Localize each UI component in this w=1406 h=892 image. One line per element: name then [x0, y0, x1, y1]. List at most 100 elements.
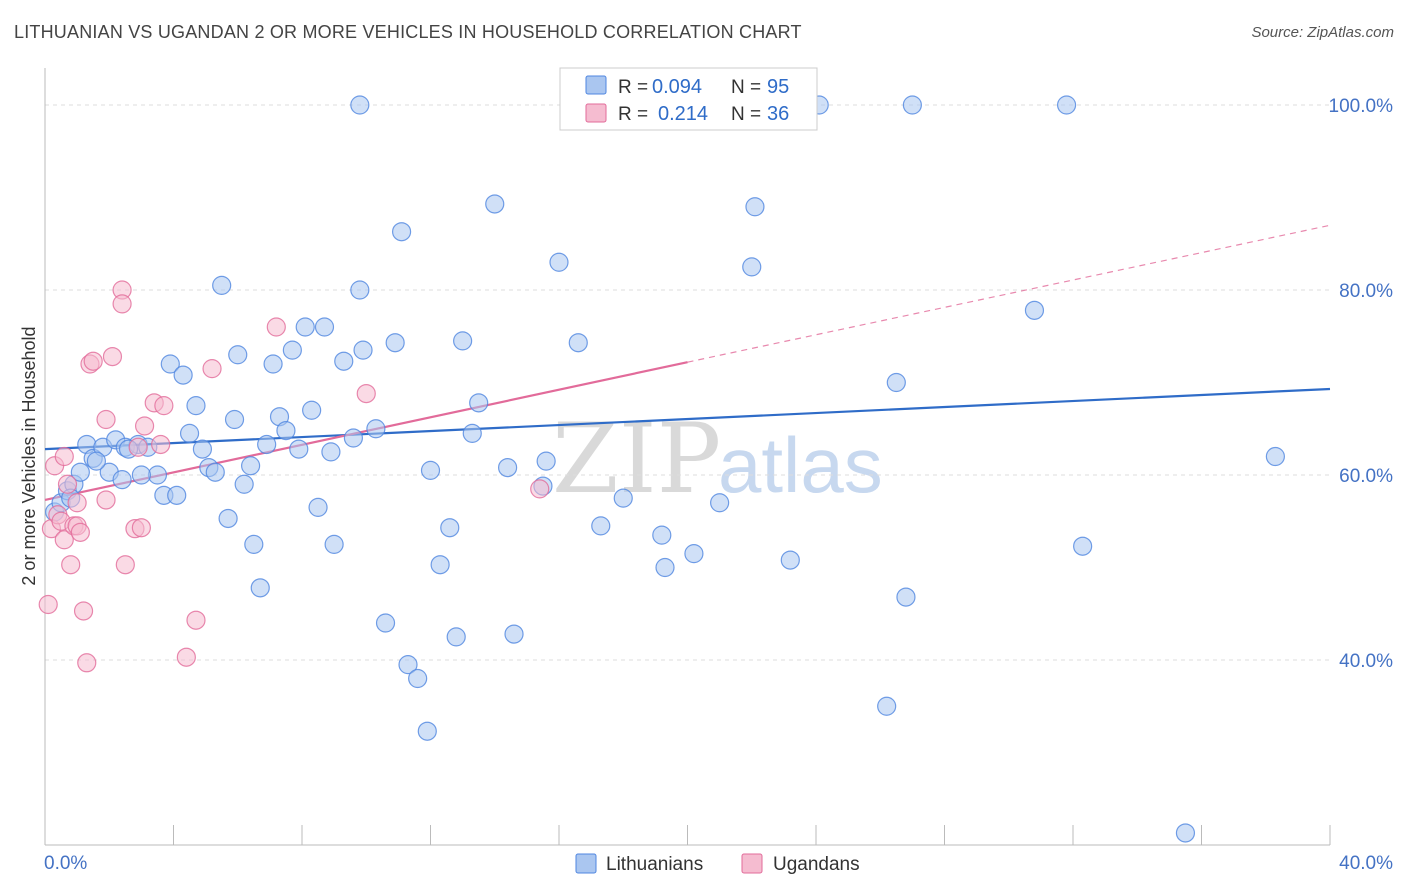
- point-lithuanians-67: [568, 333, 588, 353]
- point-lithuanians-65: [536, 451, 556, 471]
- legend-swatch-lithuanians: [585, 75, 607, 95]
- point-ugandans-8: [61, 555, 81, 575]
- point-lithuanians-50: [385, 333, 405, 353]
- point-ugandans-5: [54, 446, 74, 467]
- point-lithuanians-55: [430, 555, 450, 575]
- point-lithuanians-46: [353, 340, 373, 360]
- point-lithuanians-26: [224, 409, 245, 430]
- point-lithuanians-51: [391, 222, 412, 242]
- point-lithuanians-94: [420, 460, 441, 480]
- point-lithuanians-35: [282, 340, 302, 360]
- point-ugandans-19: [102, 347, 123, 367]
- point-lithuanians-16: [160, 354, 180, 374]
- point-ugandans-34: [530, 479, 550, 499]
- legend-r-label-lithuanians: R =: [618, 77, 648, 98]
- point-lithuanians-36: [289, 439, 309, 459]
- point-lithuanians-77: [745, 197, 765, 217]
- point-lithuanians-81: [896, 587, 916, 607]
- point-lithuanians-20: [186, 396, 206, 416]
- point-lithuanians-41: [321, 442, 341, 462]
- bottom-legend-label-ugandans: Ugandans: [773, 854, 860, 875]
- point-lithuanians-47: [366, 419, 386, 439]
- point-ugandans-21: [112, 294, 132, 314]
- point-ugandans-14: [77, 653, 97, 673]
- chart-source: Source: ZipAtlas.com: [1251, 24, 1394, 41]
- point-lithuanians-53: [408, 668, 428, 689]
- y-tick-label-40: 40.0%: [1339, 651, 1393, 672]
- point-lithuanians-74: [684, 544, 704, 564]
- point-lithuanians-4: [70, 462, 90, 482]
- point-ugandans-10: [67, 493, 87, 513]
- point-lithuanians-60: [469, 393, 489, 413]
- point-ugandans-24: [131, 518, 151, 538]
- point-ugandans-28: [154, 396, 174, 416]
- point-ugandans-13: [73, 601, 94, 621]
- point-ugandans-27: [151, 434, 171, 455]
- point-lithuanians-17: [167, 485, 187, 505]
- point-ugandans-30: [186, 610, 206, 630]
- y-tick-label-60: 60.0%: [1339, 466, 1393, 487]
- point-ugandans-22: [115, 555, 135, 575]
- point-ugandans-7: [57, 474, 78, 494]
- point-lithuanians-58: [453, 331, 473, 351]
- point-ugandans-25: [134, 416, 155, 436]
- x-tick-label-min: 0.0%: [44, 853, 87, 874]
- point-lithuanians-19: [179, 423, 200, 443]
- point-lithuanians-85: [1056, 95, 1077, 115]
- point-lithuanians-63: [504, 624, 524, 644]
- top-legend: R = 0.094 N = 95 R = 0.214 N = 36: [559, 67, 818, 131]
- point-lithuanians-73: [655, 557, 675, 578]
- point-ugandans-18: [96, 409, 116, 430]
- point-ugandans-35: [128, 437, 148, 457]
- point-ugandans-6: [54, 530, 74, 550]
- point-lithuanians-83: [902, 95, 922, 115]
- x-tick-marks: [44, 825, 1331, 845]
- point-lithuanians-70: [613, 488, 633, 508]
- legend-n-label-ugandans: N =: [731, 104, 761, 125]
- point-lithuanians-29: [244, 534, 264, 554]
- legend-n-label-lithuanians: N =: [731, 77, 761, 98]
- point-lithuanians-66: [549, 252, 569, 272]
- point-ugandans-0: [38, 594, 58, 615]
- point-lithuanians-21: [192, 439, 213, 459]
- point-lithuanians-24: [212, 275, 232, 295]
- y-tick-labels: 40.0% 60.0% 80.0% 100.0%: [1329, 96, 1394, 672]
- point-lithuanians-61: [485, 194, 505, 214]
- point-ugandans-17: [96, 490, 116, 510]
- point-lithuanians-57: [446, 627, 466, 647]
- point-lithuanians-14: [147, 465, 168, 485]
- point-lithuanians-27: [228, 345, 248, 365]
- point-lithuanians-76: [742, 257, 762, 277]
- point-lithuanians-32: [263, 354, 283, 374]
- point-lithuanians-87: [1175, 823, 1196, 843]
- trend-extension-ugandans: [687, 224, 1331, 363]
- point-lithuanians-28: [234, 474, 254, 494]
- x-tick-label-max: 40.0%: [1339, 853, 1393, 874]
- point-lithuanians-90: [86, 451, 107, 471]
- point-lithuanians-80: [886, 372, 906, 393]
- point-ugandans-29: [176, 647, 196, 667]
- point-lithuanians-84: [1024, 300, 1045, 320]
- point-lithuanians-78: [780, 550, 800, 570]
- point-lithuanians-25: [218, 508, 238, 529]
- legend-n-value-lithuanians: 95: [767, 76, 789, 98]
- grid-lines: [45, 104, 1330, 661]
- legend-swatch-ugandans: [585, 103, 607, 123]
- point-lithuanians-48: [350, 95, 370, 115]
- bottom-legend-swatch-lithuanians: [575, 853, 597, 874]
- point-ugandans-32: [266, 317, 286, 337]
- legend-r-value-lithuanians: 0.094: [652, 76, 702, 98]
- point-lithuanians-42: [324, 534, 344, 554]
- watermark-atlas: atlas: [718, 421, 883, 509]
- point-lithuanians-88: [1265, 446, 1285, 467]
- y-tick-label-80: 80.0%: [1339, 281, 1393, 302]
- point-lithuanians-18: [173, 365, 193, 385]
- bottom-legend: Lithuanians Ugandans: [575, 853, 860, 875]
- point-lithuanians-93: [241, 456, 261, 476]
- point-lithuanians-86: [1073, 536, 1093, 556]
- legend-r-value-ugandans: 0.214: [658, 103, 708, 125]
- point-lithuanians-49: [375, 613, 396, 633]
- point-lithuanians-37: [295, 317, 315, 337]
- point-lithuanians-30: [250, 578, 270, 598]
